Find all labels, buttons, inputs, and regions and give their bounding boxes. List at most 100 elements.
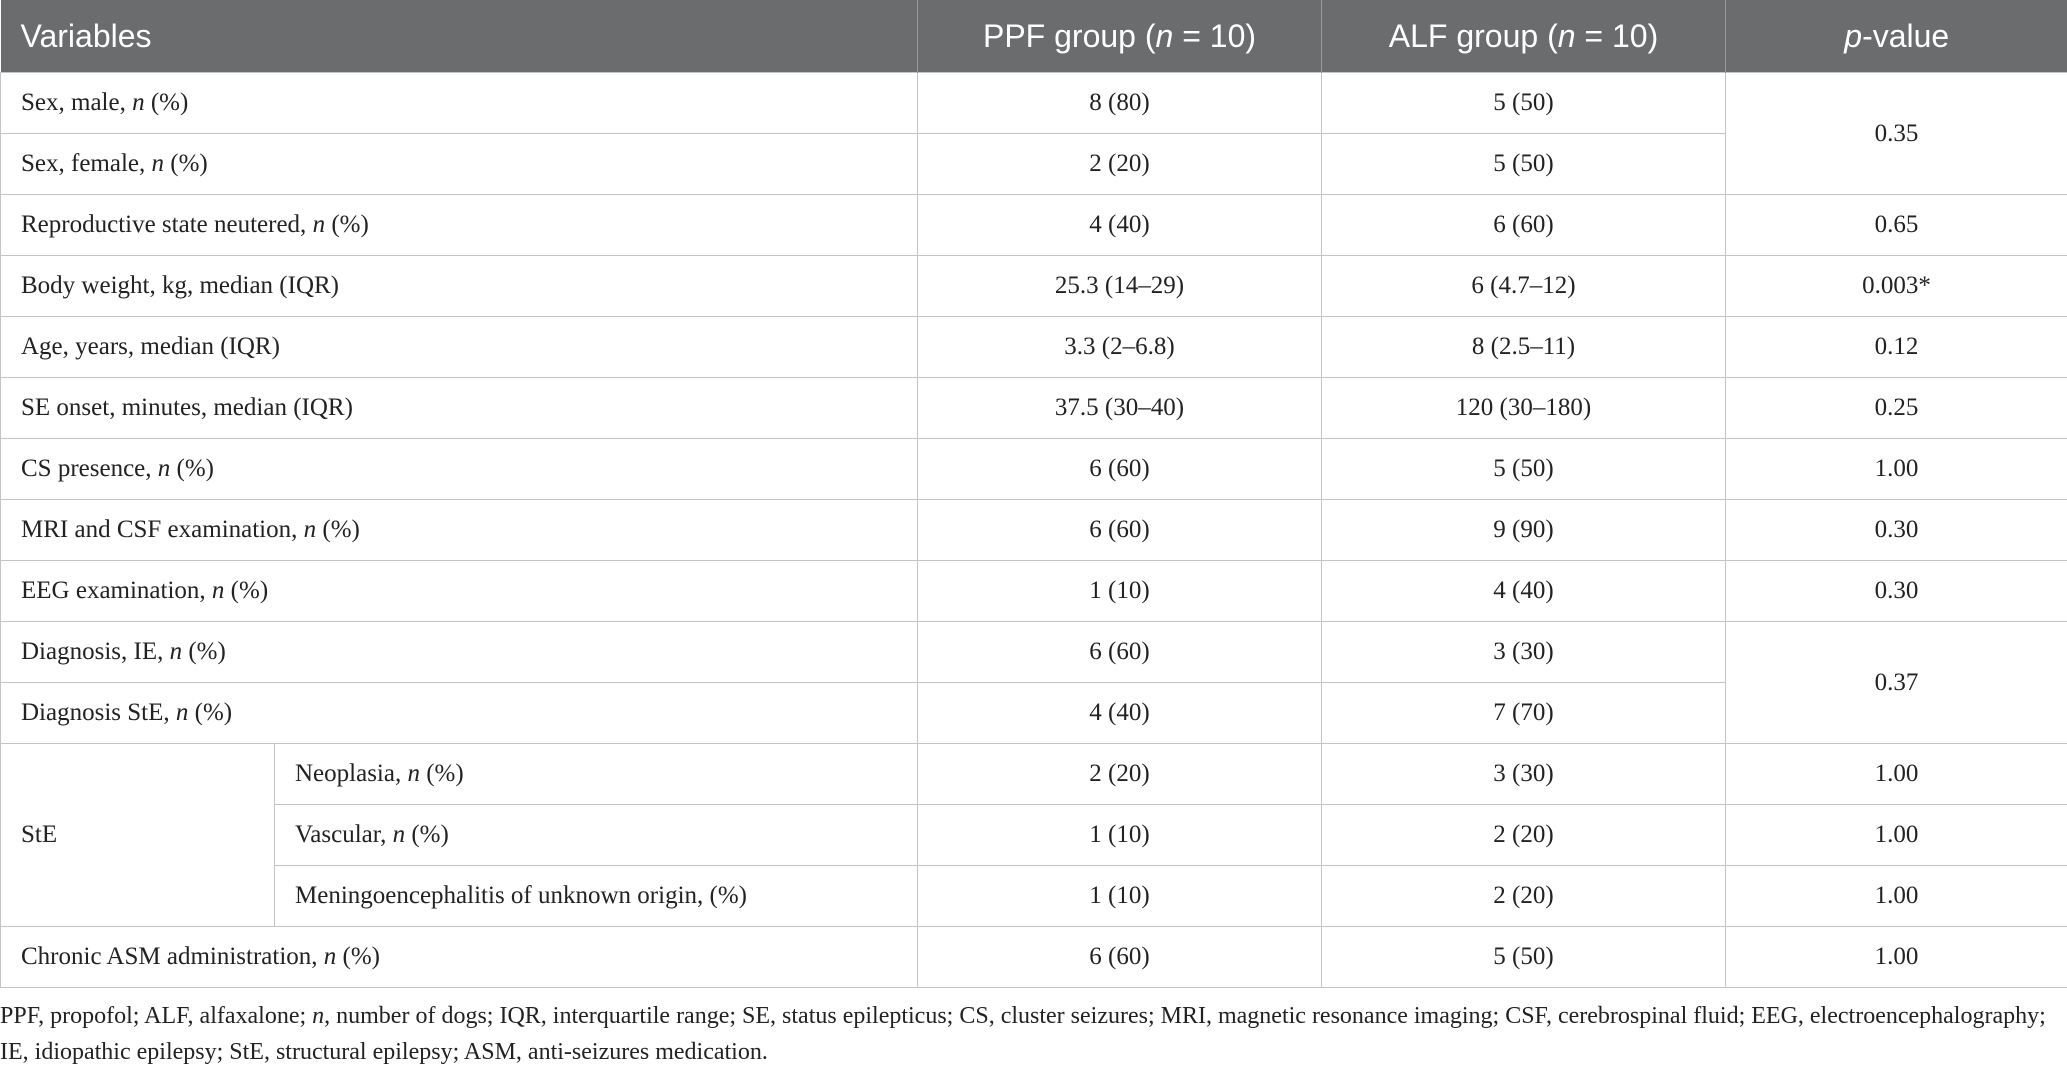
text-run: SE onset, minutes, median (IQR) — [21, 394, 353, 421]
table-row: Age, years, median (IQR) 3.3 (2–6.8) 8 (2.… — [0, 316, 2067, 378]
p-value-cell: 0.35 — [1725, 72, 2067, 195]
ppf-cell: 4 (40) — [917, 194, 1322, 256]
text-run: n — [211, 577, 225, 604]
text-run: (%) — [325, 211, 369, 238]
data-table: Variables PPF group (n = 10) ALF group (n … — [0, 0, 2067, 988]
table-row: EEG examination, n (%) 1 (10) 4 (40) 0.30 — [0, 560, 2067, 622]
alf-cell: 3 (30) — [1321, 743, 1726, 805]
alf-cell: 6 (60) — [1321, 194, 1726, 256]
p-value-cell: 0.37 — [1725, 621, 2067, 744]
text-run: (%) — [224, 577, 269, 604]
ppf-cell: 2 (20) — [917, 743, 1322, 805]
p-value-cell: 1.00 — [1725, 438, 2067, 500]
text-run: (%) — [188, 699, 233, 726]
p-value-cell: 1.00 — [1725, 743, 2067, 805]
label-cell: Vascular, n (%) — [274, 804, 918, 866]
label-cell: Diagnosis, IE, n (%) — [0, 621, 918, 683]
label-cell: Diagnosis StE, n (%) — [0, 682, 918, 744]
p-value-cell: 0.30 — [1725, 560, 2067, 622]
text-run: , number of dogs; IQR, interquartile ran… — [0, 1003, 2046, 1065]
text-run: ALF group ( — [1388, 17, 1558, 54]
table-row: CS presence, n (%) 6 (60) 5 (50) 1.00 — [0, 438, 2067, 500]
text-run: Variables — [20, 17, 152, 54]
label-cell: EEG examination, n (%) — [0, 560, 918, 622]
table-row: Diagnosis, IE, n (%) 6 (60) 3 (30) 0.37 — [0, 621, 2067, 744]
text-run: (%) — [164, 150, 208, 177]
alf-cell: 8 (2.5–11) — [1321, 316, 1726, 378]
text-run: Body weight, kg, median (IQR) — [21, 272, 340, 299]
alf-cell: 5 (50) — [1321, 438, 1726, 500]
header-cell: ALF group (n = 10) — [1321, 0, 1726, 73]
alf-cell: 5 (50) — [1321, 72, 1726, 134]
ppf-cell: 1 (10) — [917, 865, 1322, 927]
text-run: (%) — [419, 760, 464, 787]
ppf-cell: 8 (80) — [917, 72, 1322, 134]
ppf-cell: 1 (10) — [917, 804, 1322, 866]
p-value-cell: 0.25 — [1725, 377, 2067, 439]
ppf-cell: 1 (10) — [917, 560, 1322, 622]
label-cell: Meningoencephalitis of unknown origin, (… — [274, 865, 918, 927]
label-cell: CS presence, n (%) — [0, 438, 918, 500]
header-row: Variables PPF group (n = 10) ALF group (n … — [0, 0, 2067, 73]
text-run: CS presence, — [21, 455, 158, 482]
label-cell: Sex, male, n (%) — [0, 72, 918, 134]
text-run: (%) — [182, 638, 226, 665]
p-value-cell: 0.65 — [1725, 194, 2067, 256]
text-run: (%) — [170, 455, 215, 482]
text-run: n — [157, 455, 171, 482]
header-cell: PPF group (n = 10) — [917, 0, 1322, 73]
ppf-cell: 37.5 (30–40) — [917, 377, 1322, 439]
alf-cell: 4 (40) — [1321, 560, 1726, 622]
ppf-cell: 2 (20) — [917, 133, 1322, 195]
ppf-cell: 6 (60) — [917, 438, 1322, 500]
p-value-cell: 0.003* — [1725, 255, 2067, 317]
text-run: n — [151, 150, 165, 177]
text-run: n — [312, 211, 326, 238]
alf-cell: 6 (4.7–12) — [1321, 255, 1726, 317]
text-run: PPF, propofol; ALF, alfaxalone; — [0, 1003, 313, 1029]
text-run: Vascular, — [295, 821, 393, 848]
label-cell: Sex, female, n (%) — [0, 133, 918, 195]
ppf-cell: 25.3 (14–29) — [917, 255, 1322, 317]
p-value-cell: 0.12 — [1725, 316, 2067, 378]
text-run: (%) — [316, 516, 360, 543]
text-run: Age, years, median (IQR) — [21, 333, 280, 360]
table-row: MRI and CSF examination, n (%) 6 (60) 9 (9… — [0, 499, 2067, 561]
alf-cell: 7 (70) — [1321, 682, 1726, 744]
p-value-cell: 1.00 — [1725, 926, 2067, 988]
text-run: (%) — [336, 943, 381, 970]
label-cell: Reproductive state neutered, n (%) — [0, 194, 918, 256]
text-run: Meningoencephalitis of unknown origin, (… — [295, 882, 747, 909]
text-run: Sex, female, — [21, 150, 152, 177]
text-run: EEG examination, — [21, 577, 212, 604]
footnote: PPF, propofol; ALF, alfaxalone; n, numbe… — [0, 988, 2060, 1070]
text-run: n — [132, 89, 145, 116]
ppf-cell: 6 (60) — [917, 499, 1322, 561]
text-run: n — [1155, 17, 1174, 54]
text-run: n — [392, 821, 406, 848]
text-run: MRI and CSF examination, — [21, 516, 304, 543]
alf-cell: 3 (30) — [1321, 621, 1726, 683]
text-run: n — [169, 638, 183, 665]
text-run: n — [1557, 17, 1576, 54]
alf-cell: 2 (20) — [1321, 865, 1726, 927]
text-run: Sex, male, — [21, 89, 133, 116]
text-run: PPF group ( — [982, 17, 1156, 54]
table-row: Reproductive state neutered, n (%) 4 (40)… — [0, 194, 2067, 256]
text-run: (%) — [144, 89, 189, 116]
text-run: (%) — [405, 821, 449, 848]
label-cell: SE onset, minutes, median (IQR) — [0, 377, 918, 439]
text-run: Reproductive state neutered, — [21, 211, 313, 238]
label-cell: MRI and CSF examination, n (%) — [0, 499, 918, 561]
p-value-cell: 1.00 — [1725, 804, 2067, 866]
table-row: Sex, male, n (%) 8 (80) 5 (50) 0.35 — [0, 72, 2067, 195]
label-cell: Chronic ASM administration, n (%) — [0, 926, 918, 988]
text-run: n — [303, 516, 317, 543]
text-run: n — [407, 760, 420, 787]
ppf-cell: 6 (60) — [917, 621, 1322, 683]
text-run: n — [323, 943, 337, 970]
text-run: p — [1844, 17, 1863, 54]
alf-cell: 2 (20) — [1321, 804, 1726, 866]
alf-cell: 5 (50) — [1321, 926, 1726, 988]
